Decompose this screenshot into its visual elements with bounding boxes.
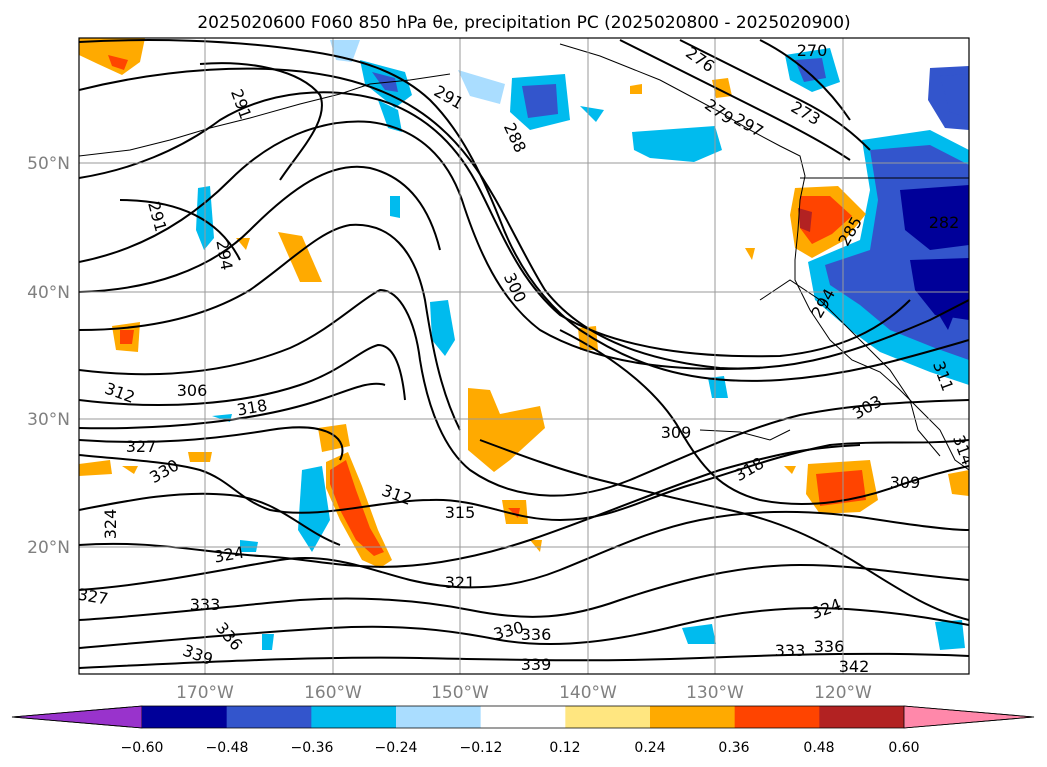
- contour-label: 309: [890, 473, 921, 492]
- graticule: [79, 38, 969, 674]
- colorbar-segment: [480, 706, 566, 728]
- contour-label: 333: [775, 641, 806, 660]
- colorbar-extend-low: [11, 705, 143, 729]
- colorbar-tick: −0.60: [121, 740, 164, 756]
- longitude-labels: 170°W 160°W 150°W 140°W 130°W 120°W: [176, 683, 872, 703]
- contour-label: 315: [445, 503, 476, 522]
- contour-label: 327: [126, 437, 157, 456]
- contour-label: 339: [521, 655, 552, 674]
- colorbar-segment: [396, 706, 482, 728]
- lon-label-130w: 130°W: [686, 683, 744, 703]
- colorbar-ticks: −0.60 −0.48 −0.36 −0.24 −0.12 0.12 0.24 …: [121, 740, 920, 756]
- lon-label-140w: 140°W: [559, 683, 617, 703]
- contour-label: 333: [190, 595, 221, 614]
- lat-label-50n: 50°N: [27, 154, 70, 174]
- map-frame: [78, 37, 970, 675]
- lon-label-160w: 160°W: [304, 683, 362, 703]
- colorbar-tick: −0.12: [460, 740, 503, 756]
- colorbar-segment: [142, 706, 228, 728]
- colorbar-outline: [11, 705, 1035, 729]
- contour-label: 327: [76, 585, 109, 609]
- colorbar-tick: 0.60: [888, 740, 919, 756]
- map-panel: 270 273 276 279 282 285 288 291 291 291 …: [76, 37, 970, 676]
- lon-label-120w: 120°W: [814, 683, 872, 703]
- colorbar-tick: −0.36: [291, 740, 334, 756]
- colorbar-tick: 0.48: [803, 740, 834, 756]
- colorbar-extend-high: [903, 705, 1035, 729]
- contour-label: 324: [101, 509, 120, 540]
- contour-label: 336: [521, 625, 552, 644]
- colorbar-segment: [819, 706, 905, 728]
- colorbar-tick: −0.24: [375, 740, 418, 756]
- contour-label: 306: [177, 381, 208, 400]
- latitude-labels: 50°N 40°N 30°N 20°N: [27, 154, 70, 558]
- contour-label: 282: [929, 213, 960, 232]
- coastline: [79, 43, 969, 471]
- map-title: 2025020600 F060 850 hPa θe, precipitatio…: [197, 13, 850, 33]
- contour-label: 321: [445, 573, 476, 592]
- colorbar-segment: [650, 706, 736, 728]
- colorbar-tick: −0.48: [206, 740, 249, 756]
- colorbar-tick: 0.36: [718, 740, 749, 756]
- lon-label-150w: 150°W: [431, 683, 489, 703]
- contour-label: 309: [661, 423, 692, 442]
- colorbar-segment: [734, 706, 820, 728]
- colorbar-segment: [565, 706, 651, 728]
- lat-label-40n: 40°N: [27, 283, 70, 303]
- theta-e-contours: [79, 39, 969, 669]
- colorbar-tick: 0.12: [549, 740, 580, 756]
- lon-label-170w: 170°W: [176, 683, 234, 703]
- contour-label: 270: [797, 41, 828, 60]
- contour-label: 336: [814, 637, 845, 656]
- contour-label: 342: [839, 657, 870, 676]
- colorbar: [11, 705, 1035, 729]
- lat-label-20n: 20°N: [27, 538, 70, 558]
- colorbar-segment: [226, 706, 312, 728]
- colorbar-segment: [311, 706, 397, 728]
- lat-label-30n: 30°N: [27, 410, 70, 430]
- colorbar-tick: 0.24: [634, 740, 665, 756]
